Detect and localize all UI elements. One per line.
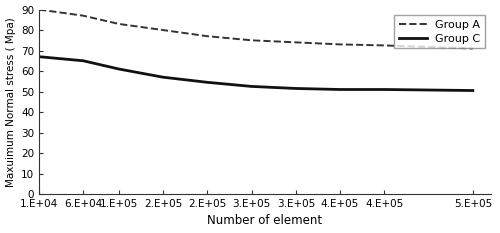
Group A — [382, 44, 388, 47]
Line: Group C: Group C — [39, 57, 473, 90]
Group A — [80, 14, 86, 17]
Line: Group A: Group A — [39, 10, 473, 48]
Group C — [293, 87, 299, 90]
Group C — [337, 88, 343, 91]
X-axis label: Number of element: Number of element — [207, 214, 322, 227]
Group C — [382, 88, 388, 91]
Group C — [36, 55, 42, 58]
Group A — [36, 8, 42, 11]
Y-axis label: Maxuimum Normal stress ( Mpa): Maxuimum Normal stress ( Mpa) — [6, 17, 16, 187]
Group C — [160, 76, 166, 79]
Group A — [470, 47, 476, 50]
Group C — [248, 85, 254, 88]
Group C — [80, 59, 86, 62]
Group A — [248, 39, 254, 42]
Group A — [337, 43, 343, 46]
Group A — [116, 23, 122, 25]
Group C — [204, 81, 210, 84]
Group C — [116, 68, 122, 70]
Group A — [293, 41, 299, 44]
Group A — [160, 29, 166, 31]
Group C — [470, 89, 476, 92]
Legend: Group A, Group C: Group A, Group C — [394, 15, 485, 48]
Group A — [204, 35, 210, 38]
